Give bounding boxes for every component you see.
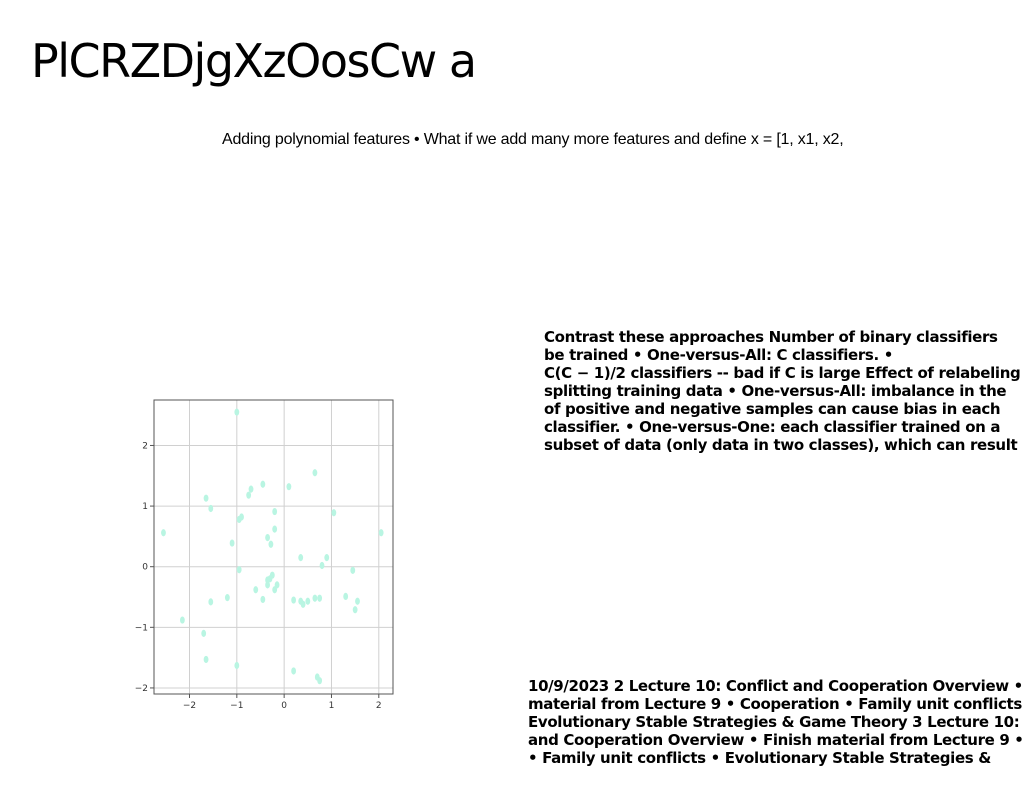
scatter-point bbox=[260, 595, 266, 604]
y-tick-label: 2 bbox=[142, 441, 148, 451]
scatter-point bbox=[246, 491, 252, 499]
x-tick-label: 2 bbox=[376, 701, 382, 711]
x-tick-label: −1 bbox=[230, 701, 243, 711]
scatter-point bbox=[352, 606, 358, 614]
y-tick-label: −2 bbox=[135, 684, 148, 694]
contrast-line: splitting training data • One-versus-All… bbox=[544, 382, 1007, 400]
scatter-point bbox=[312, 469, 318, 477]
x-tick-label: 1 bbox=[329, 701, 335, 711]
scatter-point bbox=[208, 598, 214, 606]
lecture-text-block: 10/9/2023 2 Lecture 10: Conflict and Coo… bbox=[528, 677, 1024, 767]
contrast-line: C(C − 1)/2 classifiers -- bad if C is la… bbox=[544, 364, 1021, 382]
lecture-line: 10/9/2023 2 Lecture 10: Conflict and Coo… bbox=[528, 677, 1023, 695]
scatter-point bbox=[265, 534, 270, 542]
scatter-point bbox=[260, 480, 266, 488]
lecture-line: material from Lecture 9 • Cooperation • … bbox=[528, 695, 1022, 713]
scatter-point bbox=[324, 554, 330, 562]
scatter-point bbox=[229, 539, 235, 547]
contrast-line: classifier. • One-versus-One: each class… bbox=[544, 418, 1001, 436]
scatter-point bbox=[291, 596, 297, 604]
scatter-point bbox=[239, 513, 244, 521]
y-tick-label: 0 bbox=[142, 563, 148, 573]
x-tick-label: 0 bbox=[281, 701, 287, 711]
scatter-point bbox=[234, 408, 240, 416]
scatter-point bbox=[272, 507, 278, 516]
scatter-point bbox=[253, 586, 259, 594]
scatter-point bbox=[331, 509, 337, 517]
scatter-point bbox=[201, 629, 207, 637]
contrast-line: Contrast these approaches Number of bina… bbox=[544, 328, 998, 346]
scatter-point bbox=[208, 504, 214, 513]
scatter-point bbox=[312, 594, 318, 602]
scatter-point bbox=[179, 616, 185, 624]
scatter-point bbox=[248, 485, 254, 493]
scatter-point bbox=[268, 540, 274, 548]
lecture-line: • Family unit conflicts • Evolutionary S… bbox=[528, 749, 991, 767]
scatter-point bbox=[317, 594, 323, 602]
contrast-line: be trained • One-versus-All: C classifie… bbox=[544, 346, 893, 364]
scatter-point bbox=[203, 494, 209, 502]
scatter-plot-svg: −2 −1 0 1 2 −2 −1 0 1 2 bbox=[135, 399, 394, 711]
scatter-point bbox=[319, 561, 325, 570]
scatter-point bbox=[224, 594, 230, 602]
y-tick-label: −1 bbox=[135, 623, 148, 633]
scatter-point bbox=[272, 525, 278, 533]
slide-title: PlCRZDjgXzOosCw a bbox=[31, 34, 477, 88]
scatter-point bbox=[317, 677, 323, 685]
scatter-point bbox=[234, 661, 240, 670]
contrast-line: of positive and negative samples can cau… bbox=[544, 400, 1001, 418]
scatter-point bbox=[355, 597, 360, 605]
scatter-point bbox=[272, 586, 278, 594]
scatter-point bbox=[161, 529, 166, 537]
scatter-point bbox=[286, 483, 292, 491]
plot-frame bbox=[153, 399, 394, 695]
scatter-point bbox=[291, 667, 297, 675]
contrast-text-block: Contrast these approaches Number of bina… bbox=[544, 328, 1020, 454]
scatter-point bbox=[265, 581, 270, 589]
scatter-point bbox=[300, 600, 306, 608]
scatter-point bbox=[203, 655, 209, 664]
scatter-point bbox=[298, 554, 304, 562]
x-tick-label: −2 bbox=[183, 701, 196, 711]
lecture-line: and Cooperation Overview • Finish materi… bbox=[528, 731, 1024, 749]
scatter-point bbox=[343, 592, 349, 601]
slide-subtitle: Adding polynomial features • What if we … bbox=[222, 131, 844, 148]
scatter-point bbox=[305, 597, 311, 605]
scatter-plot: −2 −1 0 1 2 −2 −1 0 1 2 bbox=[130, 392, 410, 712]
contrast-line: subset of data (only data in two classes… bbox=[544, 436, 1018, 454]
scatter-point bbox=[350, 566, 356, 574]
lecture-line: Evolutionary Stable Strategies & Game Th… bbox=[528, 713, 1020, 731]
y-tick-label: 1 bbox=[142, 502, 148, 512]
scatter-point bbox=[236, 566, 242, 574]
scatter-point bbox=[378, 529, 384, 537]
